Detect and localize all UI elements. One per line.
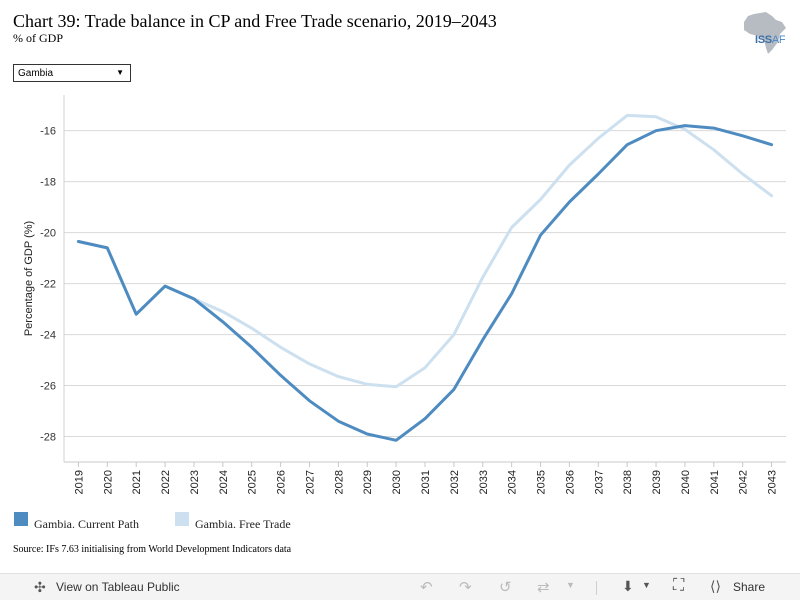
- x-tick-label: 2033: [478, 470, 490, 494]
- y-axis-title: Percentage of GDP (%): [23, 221, 35, 336]
- redo-icon[interactable]: ↷: [459, 579, 472, 596]
- x-tick-label: 2028: [333, 470, 345, 494]
- y-tick-label: -20: [40, 228, 56, 240]
- series-line-current-path: [76, 124, 774, 442]
- x-tick-label: 2037: [593, 470, 605, 494]
- y-tick-label: -26: [40, 381, 56, 393]
- x-tick-label: 2040: [680, 470, 692, 494]
- download-dropdown-icon[interactable]: ▼: [642, 580, 651, 590]
- y-tick-label: -16: [40, 126, 56, 138]
- x-tick-label: 2034: [507, 470, 519, 494]
- x-tick-label: 2030: [391, 470, 403, 494]
- series-line-free-trade: [76, 113, 774, 389]
- country-select[interactable]: Gambia ▼: [13, 64, 131, 82]
- tableau-logo-icon: ✣: [34, 579, 46, 595]
- y-tick-label: -24: [40, 330, 56, 342]
- x-tick-label: 2023: [189, 470, 201, 494]
- toolbar-divider: [596, 581, 597, 595]
- line-chart: -16 -18 -20 -22 -24 -26 -28 2019 2020 2021 2022 202…: [23, 95, 786, 494]
- legend-label-current-path: Gambia. Current Path: [34, 517, 139, 531]
- x-tick-label: 2029: [362, 470, 374, 494]
- country-select-value: Gambia: [18, 68, 54, 79]
- x-tick-label: 2019: [73, 470, 85, 494]
- tableau-toolbar: ✣ View on Tableau Public ↶ ↷ ↺ ⇄ ▼ ⬇ ▼ ⛶…: [0, 573, 800, 600]
- legend-label-free-trade: Gambia. Free Trade: [195, 517, 291, 531]
- x-tick-label: 2027: [304, 470, 316, 494]
- fullscreen-icon[interactable]: ⛶: [673, 577, 685, 594]
- x-tick-label: 2021: [131, 470, 143, 494]
- share-button[interactable]: Share: [733, 580, 766, 594]
- refresh-dropdown-icon[interactable]: ▼: [566, 580, 575, 590]
- x-tick-label: 2043: [767, 470, 779, 494]
- x-tick-label: 2026: [276, 470, 288, 494]
- download-icon[interactable]: ⬇: [622, 578, 634, 594]
- y-tick-label: -22: [40, 279, 56, 291]
- y-tick-label: -28: [40, 432, 56, 444]
- chevron-down-icon: ▼: [116, 68, 124, 77]
- view-on-tableau-link[interactable]: View on Tableau Public: [56, 580, 180, 594]
- x-tick-label: 2038: [622, 470, 634, 494]
- revert-icon[interactable]: ↺: [499, 579, 512, 596]
- iss-logo-text: ISSAF: [755, 34, 786, 46]
- y-tick-label: -18: [40, 177, 56, 189]
- x-tick-label: 2035: [536, 470, 548, 494]
- share-icon[interactable]: ⟨⟩: [710, 578, 721, 594]
- africa-map-logo-icon: [744, 12, 786, 54]
- x-tick-label: 2022: [160, 470, 172, 494]
- x-tick-label: 2031: [420, 470, 432, 494]
- x-tick-label: 2039: [651, 470, 663, 494]
- refresh-icon[interactable]: ⇄: [537, 579, 550, 596]
- undo-icon[interactable]: ↶: [420, 579, 433, 596]
- source-note: Source: IFs 7.63 initialising from World…: [13, 544, 292, 555]
- chart-title: Chart 39: Trade balance in CP and Free T…: [13, 11, 497, 31]
- legend-swatch-free-trade: [175, 512, 189, 526]
- chart-subtitle: % of GDP: [13, 31, 63, 45]
- x-tick-label: 2020: [102, 470, 114, 494]
- x-tick-label: 2041: [709, 470, 721, 494]
- legend-swatch-current-path: [14, 512, 28, 526]
- x-tick-label: 2036: [564, 470, 576, 494]
- x-tick-label: 2042: [738, 470, 750, 494]
- x-tick-label: 2032: [449, 470, 461, 494]
- x-tick-label: 2025: [247, 470, 259, 494]
- x-tick-label: 2024: [218, 470, 230, 494]
